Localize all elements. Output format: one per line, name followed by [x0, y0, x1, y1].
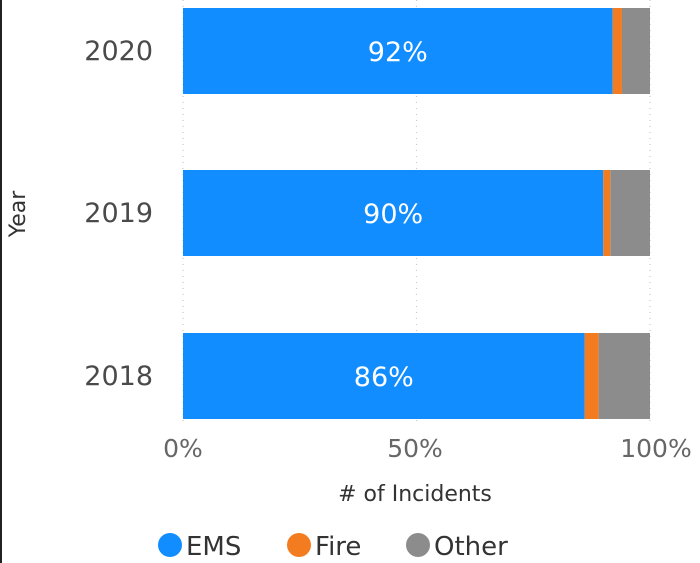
bar-other-2020[interactable] [621, 8, 650, 94]
bar-other-2018[interactable] [598, 333, 650, 419]
data-label-2018: 86% [354, 362, 414, 393]
year-label-2018: 2018 [84, 361, 153, 392]
y-axis-title: Year [6, 190, 31, 239]
year-label-2019: 2019 [84, 198, 153, 229]
year-label-2020: 2020 [84, 36, 153, 67]
data-label-2019: 90% [363, 199, 423, 230]
bar-ems-2019[interactable] [183, 170, 604, 256]
legend-label-ems[interactable]: EMS [186, 532, 241, 562]
x-tick-100: 100% [620, 434, 691, 463]
legend-label-fire[interactable]: Fire [315, 532, 361, 562]
x-axis-title: # of Incidents [338, 482, 492, 507]
legend: EMS Fire Other [158, 532, 508, 562]
bar-ems-2020[interactable] [183, 8, 613, 94]
bar-ems-2018[interactable] [183, 333, 585, 419]
x-axis-ticks: 0% 50% 100% [163, 434, 692, 463]
legend-swatch-ems [158, 533, 182, 557]
data-label-2020: 92% [368, 37, 428, 68]
bar-fire-2019[interactable] [603, 170, 611, 256]
x-tick-0: 0% [163, 434, 203, 463]
legend-swatch-other [406, 533, 430, 557]
legend-swatch-fire [287, 533, 311, 557]
year-labels-group: 2020 2019 2018 [84, 36, 153, 392]
bar-fire-2018[interactable] [584, 333, 599, 419]
bar-fire-2020[interactable] [612, 8, 622, 94]
x-tick-50: 50% [387, 434, 443, 463]
bars-group: 92% 90% 86% [183, 8, 650, 419]
legend-label-other[interactable]: Other [434, 532, 508, 562]
bar-other-2019[interactable] [610, 170, 650, 256]
